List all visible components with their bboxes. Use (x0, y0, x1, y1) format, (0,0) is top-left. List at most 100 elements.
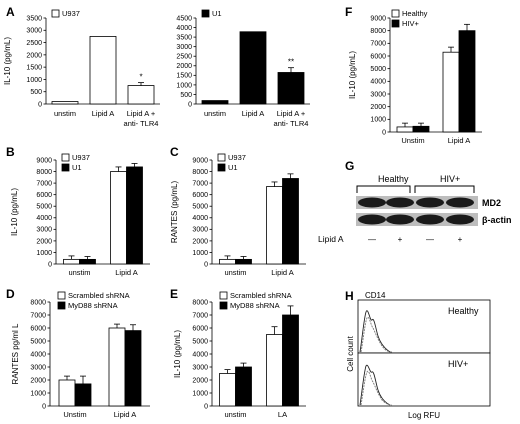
y-tick-label: 500 (180, 92, 192, 99)
y-tick-label: 6000 (192, 192, 208, 199)
significance-marker: ** (288, 58, 294, 67)
y-tick-label: 1500 (176, 73, 192, 80)
y-axis-label: IL-10 (pg/mL) (173, 330, 182, 378)
y-tick-label: 3000 (36, 227, 52, 234)
y-axis-label: RANTES (pg/mL) (170, 181, 179, 244)
category-label: LA (278, 410, 287, 419)
y-tick-label: 7000 (192, 312, 208, 319)
y-axis-label: IL-10 (pg/mL) (10, 188, 19, 236)
panel-label-f: F (345, 5, 352, 19)
charts-layer: 0 500 1000 1500 2000 2500 3000 3500 IL-10 (pg/mL… (3, 9, 482, 419)
legend-swatch (61, 153, 70, 162)
category-label: Unstim (63, 410, 86, 419)
panel-label-c: C (170, 145, 179, 159)
bar-u1-1 (239, 31, 267, 105)
panel-label-d: D (6, 287, 15, 301)
lane-sign-3: — (426, 235, 434, 244)
flow-x-axis-label: Log RFU (408, 411, 440, 420)
category-label: unstim (54, 109, 76, 118)
y-tick-label: 1000 (192, 390, 208, 397)
y-tick-label: 4000 (30, 351, 46, 358)
y-tick-label: 0 (204, 403, 208, 410)
legend-label: MyD88 shRNA (68, 301, 118, 310)
category-label: unstim (204, 109, 226, 118)
bar-u937-0 (219, 258, 236, 265)
legend-label: U937 (228, 153, 246, 162)
y-tick-label: 8000 (36, 169, 52, 176)
y-tick-label: 4000 (192, 215, 208, 222)
legend-swatch (391, 19, 400, 28)
bar-myd88-shrna-1 (124, 330, 142, 407)
y-tick-label: 9000 (370, 15, 386, 22)
y-tick-label: 1000 (30, 390, 46, 397)
y-tick-label: 2000 (176, 63, 192, 70)
bar-myd88-shrna-0 (74, 383, 92, 407)
y-tick-label: 9000 (192, 157, 208, 164)
category-label-line: Lipid A + (127, 109, 156, 118)
y-tick-label: 3000 (192, 227, 208, 234)
western-group-bracket-healthy (356, 185, 411, 193)
flow-histogram-healthy-2 (360, 316, 393, 353)
y-tick-label: 4500 (176, 15, 192, 22)
bar-scrambled-shrna-0 (58, 379, 76, 407)
y-tick-label: 6000 (36, 192, 52, 199)
bar-u1-0 (201, 100, 229, 105)
y-tick-label: 3500 (176, 35, 192, 42)
y-tick-label: 3000 (370, 91, 386, 98)
y-tick-label: 3500 (26, 15, 42, 22)
bar-healthy-0 (396, 126, 414, 133)
flow-plot-frame-hiv (357, 352, 491, 407)
bar-u937-1 (110, 171, 127, 265)
band-actin-lane2 (386, 214, 414, 225)
band-md2-lane4 (446, 197, 474, 208)
flow-plot-frame-healthy (357, 299, 491, 354)
y-axis-label: IL-10 (pg/mL) (348, 51, 357, 99)
band-actin-lane1 (358, 214, 386, 225)
y-tick-label: 5000 (192, 338, 208, 345)
legend-swatch (217, 153, 226, 162)
y-tick-label: 2000 (36, 238, 52, 245)
flow-panel-label-healthy: Healthy (448, 306, 479, 316)
category-label: Lipid A (448, 136, 471, 145)
band-label-md2: MD2 (482, 198, 501, 208)
y-tick-label: 3000 (192, 364, 208, 371)
category-label: Lipid A (242, 109, 265, 118)
y-tick-label: 5000 (30, 338, 46, 345)
panel-label-b: B (6, 145, 15, 159)
y-tick-label: 7000 (36, 181, 52, 188)
western-group-label-hiv: HIV+ (440, 174, 460, 184)
western-blot-panel: Healthy HIV+ MD2 β-actin Lipid A — + — + (318, 174, 512, 244)
flow-marker-label: CD14 (365, 291, 386, 300)
y-tick-label: 0 (38, 101, 42, 108)
legend-label: U1 (212, 9, 222, 18)
legend-label: U1 (228, 163, 238, 172)
panel-label-a: A (6, 5, 15, 19)
bar-u1-0 (235, 258, 252, 265)
bar-u937-0 (63, 258, 80, 265)
y-tick-label: 1000 (26, 77, 42, 84)
panel-label-g: G (345, 159, 354, 173)
y-tick-label: 5000 (370, 66, 386, 73)
flow-histogram-healthy-1 (359, 310, 391, 353)
band-md2-lane3 (416, 197, 444, 208)
category-label: Lipid A + anti- TLR4 (124, 109, 159, 128)
legend-label: U937 (62, 9, 80, 18)
legend-label: U937 (72, 153, 90, 162)
legend-label: MyD88 shRNA (230, 301, 280, 310)
legend-swatch (201, 9, 210, 18)
y-tick-label: 9000 (36, 157, 52, 164)
bar-scrambled-shrna-1 (108, 327, 126, 407)
y-tick-label: 2000 (192, 238, 208, 245)
legend-swatch (51, 9, 60, 18)
y-tick-label: 1500 (26, 65, 42, 72)
bar-u937-1 (89, 36, 117, 105)
y-tick-label: 1000 (176, 82, 192, 89)
y-tick-label: 7000 (192, 181, 208, 188)
chart-c: 0 1000 2000 3000 4000 5000 6000 7000 8000 9000 RAN… (170, 153, 306, 277)
bar-hiv--1 (458, 30, 476, 133)
significance-marker: * (139, 73, 142, 82)
chart-e: 0 1000 2000 3000 4000 5000 6000 7000 8000 IL-10 (… (173, 291, 306, 419)
legend-swatch (217, 163, 226, 172)
band-label-actin: β-actin (482, 215, 512, 225)
